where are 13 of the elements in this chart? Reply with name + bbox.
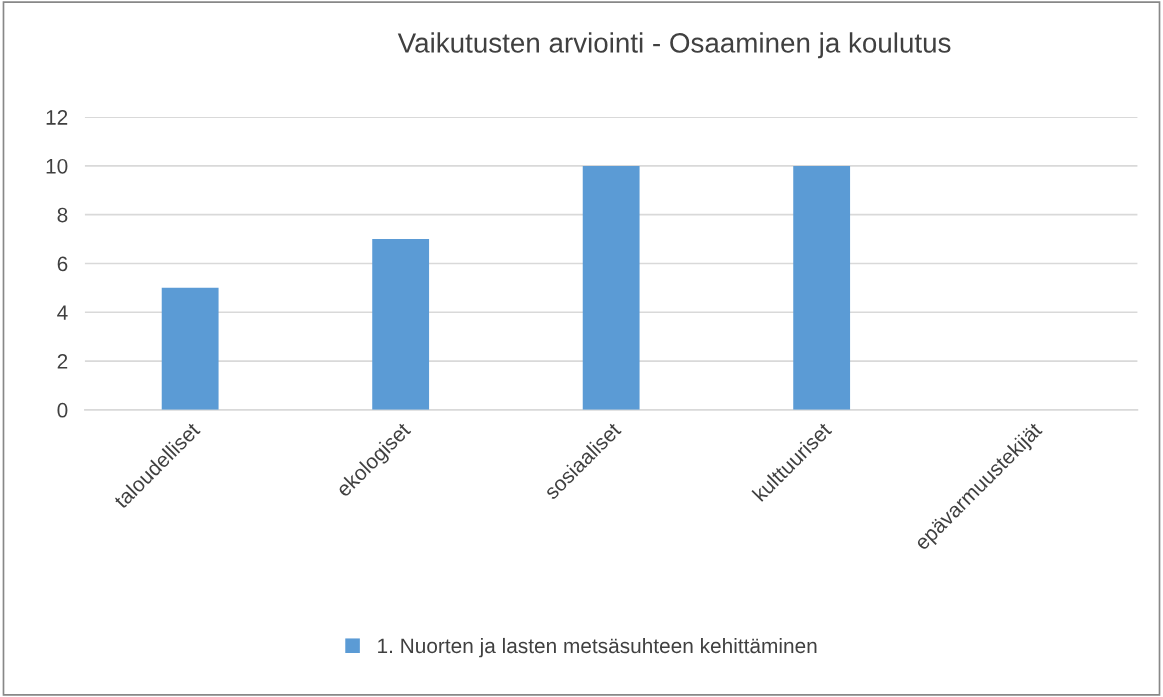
bar: [582, 165, 640, 410]
y-tick-label: 6: [57, 256, 68, 272]
bar: [793, 165, 851, 410]
y-tick-label: 8: [57, 207, 68, 223]
chart-title: Vaikutusten arviointi - Osaaminen ja koulutus: [397, 32, 951, 59]
y-tick-label: 0: [57, 402, 68, 418]
bar: [372, 239, 430, 410]
legend-label: 1. Nuorten ja lasten metsäsuhteen kehittäminen: [378, 637, 817, 658]
y-tick-label: 2: [57, 354, 68, 369]
bar: [161, 287, 219, 410]
y-tick-label: 4: [57, 305, 68, 320]
y-tick-label: 12: [46, 110, 68, 125]
y-tick-label: 10: [46, 158, 68, 174]
